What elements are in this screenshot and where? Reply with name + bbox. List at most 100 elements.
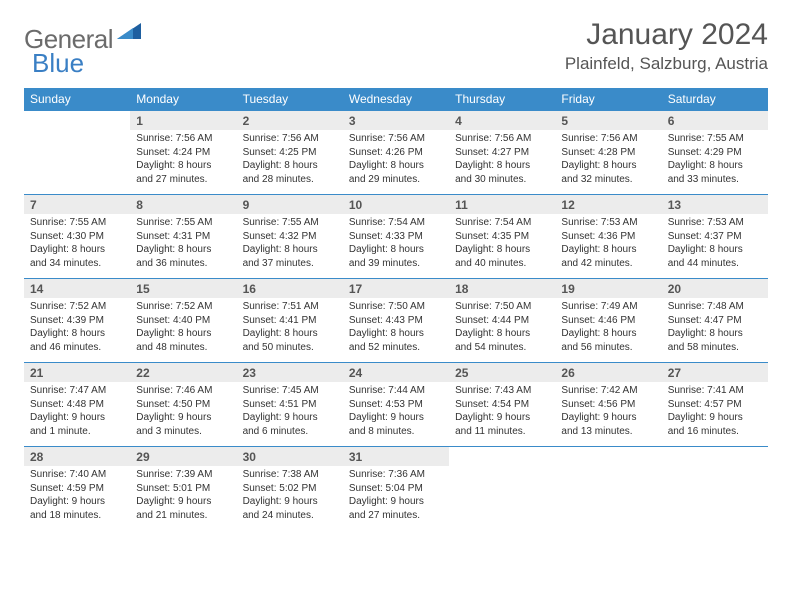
day-detail-cell: Sunrise: 7:41 AMSunset: 4:57 PMDaylight:… <box>662 382 768 447</box>
sunrise-line: Sunrise: 7:52 AM <box>30 301 106 312</box>
sunrise-line: Sunrise: 7:44 AM <box>349 385 425 396</box>
sunset-line: Sunset: 5:02 PM <box>243 483 317 494</box>
sunrise-line: Sunrise: 7:51 AM <box>243 301 319 312</box>
daylight-line: Daylight: 9 hours and 16 minutes. <box>668 412 743 437</box>
day-detail-cell: Sunrise: 7:43 AMSunset: 4:54 PMDaylight:… <box>449 382 555 447</box>
daylight-line: Daylight: 8 hours and 56 minutes. <box>561 328 636 353</box>
daylight-line: Daylight: 9 hours and 24 minutes. <box>243 496 318 521</box>
detail-row: Sunrise: 7:55 AM Sunset: 4:30 PM Daylight:… <box>24 214 768 279</box>
day-number-cell: 15 <box>130 279 236 299</box>
day-detail-cell <box>662 466 768 530</box>
daylight-line: Daylight: 9 hours and 6 minutes. <box>243 412 318 437</box>
daylight-line: Daylight: 8 hours and 28 minutes. <box>243 160 318 185</box>
day-number-cell: 17 <box>343 279 449 299</box>
day-detail-cell: Sunrise: 7:56 AMSunset: 4:24 PMDaylight:… <box>130 130 236 195</box>
day-detail-cell: Sunrise: 7:53 AMSunset: 4:36 PMDaylight:… <box>555 214 661 279</box>
sunset-line: Sunset: 4:41 PM <box>243 315 317 326</box>
daylight-line: Daylight: 8 hours and 32 minutes. <box>561 160 636 185</box>
day-detail-cell: Sunrise: 7:55 AMSunset: 4:31 PMDaylight:… <box>130 214 236 279</box>
daynum-row: 14151617181920 <box>24 279 768 299</box>
day-detail-cell: Sunrise: 7:46 AMSunset: 4:50 PMDaylight:… <box>130 382 236 447</box>
day-detail-cell: Sunrise: 7:38 AMSunset: 5:02 PMDaylight:… <box>237 466 343 530</box>
sunset-line: Sunset: 4:24 PM <box>136 147 210 158</box>
daylight-line: Daylight: 8 hours and 29 minutes. <box>349 160 424 185</box>
sunset-line: Sunset: 4:29 PM <box>668 147 742 158</box>
daynum-row: 21222324252627 <box>24 363 768 383</box>
sunrise-line: Sunrise: 7:56 AM <box>561 133 637 144</box>
daylight-line: Daylight: 9 hours and 11 minutes. <box>455 412 530 437</box>
daylight-line: Daylight: 9 hours and 13 minutes. <box>561 412 636 437</box>
day-detail-cell: Sunrise: 7:56 AMSunset: 4:28 PMDaylight:… <box>555 130 661 195</box>
sunrise-line: Sunrise: 7:55 AM <box>136 217 212 228</box>
sunset-line: Sunset: 4:53 PM <box>349 399 423 410</box>
sunrise-line: Sunrise: 7:56 AM <box>136 133 212 144</box>
location-text: Plainfeld, Salzburg, Austria <box>565 54 768 74</box>
dow-tuesday: Tuesday <box>237 88 343 111</box>
sunset-line: Sunset: 5:01 PM <box>136 483 210 494</box>
sunrise-line: Sunrise: 7:54 AM <box>455 217 531 228</box>
day-number-cell: 20 <box>662 279 768 299</box>
brand-triangle-icon <box>117 23 141 44</box>
day-number-cell <box>24 111 130 131</box>
day-number-cell: 3 <box>343 111 449 131</box>
sunset-line: Sunset: 4:37 PM <box>668 231 742 242</box>
dow-monday: Monday <box>130 88 236 111</box>
sunset-line: Sunset: 4:59 PM <box>30 483 104 494</box>
sunset-line: Sunset: 4:33 PM <box>349 231 423 242</box>
day-number-cell: 26 <box>555 363 661 383</box>
day-number-cell: 16 <box>237 279 343 299</box>
sunrise-line: Sunrise: 7:36 AM <box>349 469 425 480</box>
sunrise-line: Sunrise: 7:52 AM <box>136 301 212 312</box>
daylight-line: Daylight: 8 hours and 52 minutes. <box>349 328 424 353</box>
day-number-cell: 22 <box>130 363 236 383</box>
day-detail-cell: Sunrise: 7:39 AMSunset: 5:01 PMDaylight:… <box>130 466 236 530</box>
day-detail-cell: Sunrise: 7:55 AMSunset: 4:30 PMDaylight:… <box>24 214 130 279</box>
sunrise-line: Sunrise: 7:56 AM <box>243 133 319 144</box>
day-number-cell: 13 <box>662 195 768 215</box>
day-number-cell: 11 <box>449 195 555 215</box>
day-number-cell: 2 <box>237 111 343 131</box>
day-detail-cell: Sunrise: 7:48 AMSunset: 4:47 PMDaylight:… <box>662 298 768 363</box>
day-number-cell: 25 <box>449 363 555 383</box>
day-number-cell: 4 <box>449 111 555 131</box>
day-number-cell <box>662 447 768 467</box>
day-detail-cell <box>555 466 661 530</box>
sunset-line: Sunset: 4:44 PM <box>455 315 529 326</box>
daylight-line: Daylight: 8 hours and 37 minutes. <box>243 244 318 269</box>
day-detail-cell: Sunrise: 7:56 AM Sunset: 4:26 PM Daylight:… <box>343 130 449 195</box>
day-detail-cell: Sunrise: 7:40 AMSunset: 4:59 PMDaylight:… <box>24 466 130 530</box>
sunset-line: Sunset: 4:26 PM <box>349 147 423 158</box>
sunrise-line: Sunrise: 7:46 AM <box>136 385 212 396</box>
sunset-line: Sunset: 4:57 PM <box>668 399 742 410</box>
day-number-cell: 1 <box>130 111 236 131</box>
day-detail-cell: Sunrise: 7:50 AMSunset: 4:44 PMDaylight:… <box>449 298 555 363</box>
calendar-table: Sunday Monday Tuesday Wednesday Thursday… <box>24 88 768 530</box>
day-detail-cell: Sunrise: 7:53 AMSunset: 4:37 PMDaylight:… <box>662 214 768 279</box>
sunset-line: Sunset: 4:30 PM <box>30 231 104 242</box>
header: General January 2024 Plainfeld, Salzburg… <box>24 18 768 74</box>
day-number-cell <box>555 447 661 467</box>
sunrise-line: Sunrise: 7:53 AM <box>668 217 744 228</box>
daylight-line: Daylight: 9 hours and 1 minute. <box>30 412 105 437</box>
sunrise-line: Sunrise: 7:54 AM <box>349 217 425 228</box>
day-detail-cell: Sunrise: 7:45 AMSunset: 4:51 PMDaylight:… <box>237 382 343 447</box>
day-detail-cell: Sunrise: 7:47 AMSunset: 4:48 PMDaylight:… <box>24 382 130 447</box>
day-number-cell: 14 <box>24 279 130 299</box>
day-detail-cell: Sunrise: 7:55 AMSunset: 4:32 PMDaylight:… <box>237 214 343 279</box>
sunrise-line: Sunrise: 7:56 AM <box>349 133 425 144</box>
sunrise-line: Sunrise: 7:53 AM <box>561 217 637 228</box>
detail-row: Sunrise: 7:52 AMSunset: 4:39 PMDaylight:… <box>24 298 768 363</box>
sunrise-line: Sunrise: 7:39 AM <box>136 469 212 480</box>
sunset-line: Sunset: 4:40 PM <box>136 315 210 326</box>
dow-wednesday: Wednesday <box>343 88 449 111</box>
sunset-line: Sunset: 4:35 PM <box>455 231 529 242</box>
sunrise-line: Sunrise: 7:42 AM <box>561 385 637 396</box>
day-detail-cell: Sunrise: 7:36 AMSunset: 5:04 PMDaylight:… <box>343 466 449 530</box>
daylight-line: Daylight: 8 hours and 36 minutes. <box>136 244 211 269</box>
day-number-cell: 5 <box>555 111 661 131</box>
daylight-line: Daylight: 8 hours and 48 minutes. <box>136 328 211 353</box>
day-number-cell: 7 <box>24 195 130 215</box>
day-detail-cell <box>24 130 130 195</box>
dow-thursday: Thursday <box>449 88 555 111</box>
daylight-line: Daylight: 9 hours and 3 minutes. <box>136 412 211 437</box>
